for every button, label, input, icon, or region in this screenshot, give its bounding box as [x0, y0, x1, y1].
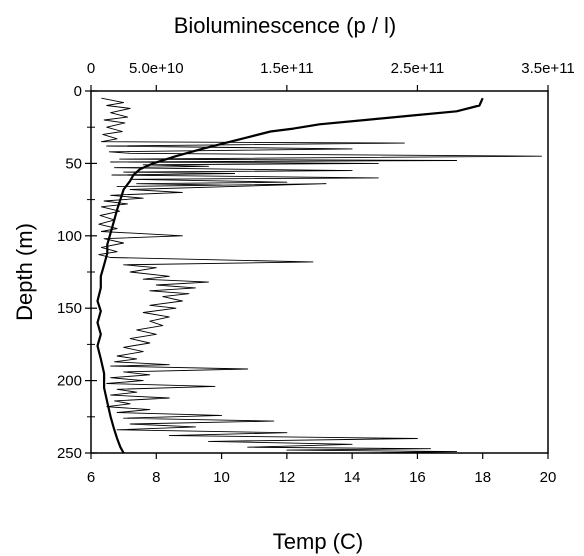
series-layer — [96, 97, 542, 454]
bottom-tick-label: 18 — [474, 469, 491, 486]
left-tick-label: 150 — [57, 300, 82, 317]
bottom-tick-label: 20 — [540, 469, 557, 486]
top-tick-label: 0 — [87, 60, 95, 77]
top-axis-title: Bioluminescence (p / l) — [174, 13, 397, 38]
bottom-tick-label: 6 — [87, 469, 95, 486]
left-tick-label: 200 — [57, 373, 82, 390]
top-tick-label: 3.5e+11 — [521, 60, 575, 77]
top-tick-label: 1.5e+11 — [260, 60, 314, 77]
bottom-tick-label: 10 — [213, 469, 230, 486]
left-tick-label: 250 — [57, 445, 82, 462]
bottom-tick-label: 8 — [152, 469, 160, 486]
top-tick-label: 5.0e+10 — [129, 60, 184, 77]
plot-frame — [90, 90, 549, 454]
left-axis-title: Depth (m) — [12, 223, 37, 321]
bottom-tick-label: 14 — [344, 469, 361, 486]
left-tick-label: 0 — [74, 83, 82, 100]
bottom-tick-label: 12 — [279, 469, 296, 486]
top-tick-label: 2.5e+11 — [391, 60, 445, 77]
bottom-axis-title: Temp (C) — [273, 529, 363, 554]
bottom-axis-ticks: 6 8 10 12 14 16 18 20 — [87, 453, 557, 486]
bottom-tick-label: 16 — [409, 469, 426, 486]
top-axis-ticks: 0 5.0e+10 1.5e+11 2.5e+11 3.5e+11 — [87, 60, 575, 91]
left-tick-label: 50 — [65, 155, 82, 172]
bioluminescence-line — [98, 97, 542, 454]
left-tick-label: 100 — [57, 228, 82, 245]
